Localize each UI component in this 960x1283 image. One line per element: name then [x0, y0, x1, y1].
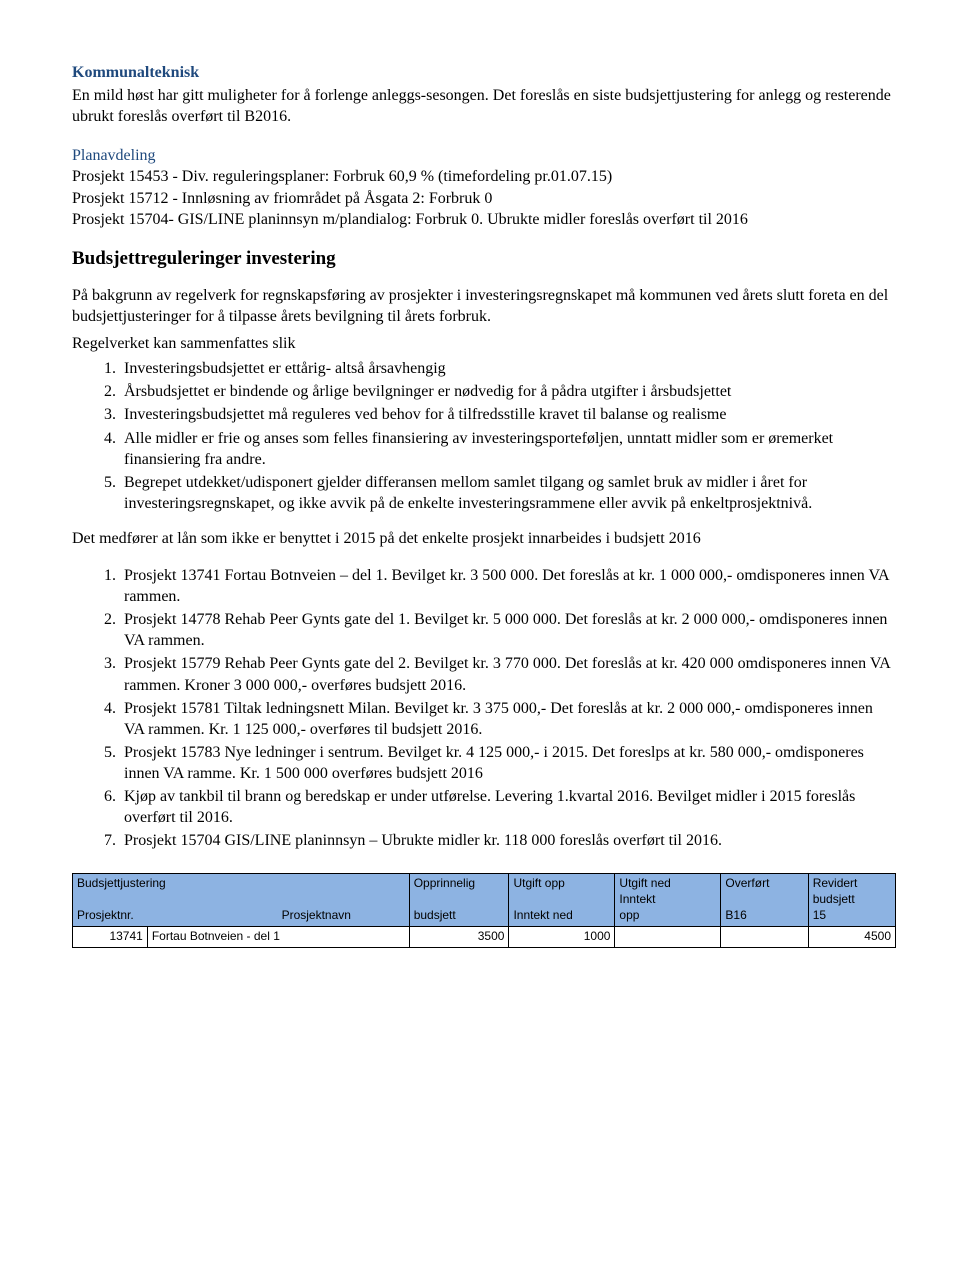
- th-text: budsjett: [414, 908, 456, 922]
- investering-intro: På bakgrunn av regelverk for regnskapsfø…: [72, 285, 896, 327]
- project-item: Prosjekt 15704 GIS/LINE planinnsyn – Ubr…: [120, 830, 896, 851]
- body-kommunalteknisk: En mild høst har gitt muligheter for å f…: [72, 85, 896, 127]
- section-kommunalteknisk: Kommunalteknisk En mild høst har gitt mu…: [72, 62, 896, 127]
- th-budsjettjustering: Budsjettjustering Prosjektnr. Prosjektna…: [73, 874, 410, 926]
- rules-list: Investeringsbudsjettet er ettårig- altså…: [72, 358, 896, 514]
- heading-kommunalteknisk: Kommunalteknisk: [72, 62, 896, 83]
- th-text: Opprinnelig: [414, 876, 475, 890]
- rule-item: Investeringsbudsjettet må reguleres ved …: [120, 404, 896, 425]
- table-row: 13741 Fortau Botnveien - del 1 3500 1000…: [73, 926, 896, 947]
- rule-item: Investeringsbudsjettet er ettårig- altså…: [120, 358, 896, 379]
- th-revidert: Revidert budsjett 15: [808, 874, 895, 926]
- th-text: opp: [619, 908, 639, 922]
- project-item: Prosjekt 15779 Rehab Peer Gynts gate del…: [120, 653, 896, 695]
- th-text: Inntekt ned: [513, 908, 572, 922]
- planavdeling-line-3: Prosjekt 15704- GIS/LINE planinnsyn m/pl…: [72, 209, 896, 230]
- projects-list: Prosjekt 13741 Fortau Botnveien – del 1.…: [72, 565, 896, 851]
- th-utgift-opp: Utgift opp Inntekt ned: [509, 874, 615, 926]
- th-opprinnelig: Opprinnelig budsjett: [409, 874, 509, 926]
- th-text: budsjett: [813, 892, 855, 906]
- th-overfort: Overført B16: [721, 874, 808, 926]
- heading-planavdeling: Planavdeling: [72, 145, 896, 166]
- planavdeling-line-2: Prosjekt 15712 - Innløsning av friområde…: [72, 188, 896, 209]
- rule-item: Årsbudsjettet er bindende og årlige bevi…: [120, 381, 896, 402]
- th-text: 15: [813, 908, 826, 922]
- cell-utgift-ned: [615, 926, 721, 947]
- th-text: Utgift opp: [513, 876, 564, 890]
- rule-item: Alle midler er frie og anses som felles …: [120, 428, 896, 470]
- th-utgift-ned: Utgift ned Inntekt opp: [615, 874, 721, 926]
- th-text: Overført: [725, 876, 769, 890]
- cell-revidert: 4500: [808, 926, 895, 947]
- section-planavdeling: Planavdeling Prosjekt 15453 - Div. regul…: [72, 145, 896, 229]
- regelverk-lead: Regelverket kan sammenfattes slik: [72, 333, 896, 354]
- th-text: Revidert: [813, 876, 858, 890]
- planavdeling-line-1: Prosjekt 15453 - Div. reguleringsplaner:…: [72, 166, 896, 187]
- th-text: Utgift ned: [619, 876, 670, 890]
- rule-item: Begrepet utdekket/udisponert gjelder dif…: [120, 472, 896, 514]
- project-item: Prosjekt 13741 Fortau Botnveien – del 1.…: [120, 565, 896, 607]
- project-item: Prosjekt 14778 Rehab Peer Gynts gate del…: [120, 609, 896, 651]
- project-item: Prosjekt 15781 Tiltak ledningsnett Milan…: [120, 698, 896, 740]
- budget-table: Budsjettjustering Prosjektnr. Prosjektna…: [72, 873, 896, 947]
- project-item: Kjøp av tankbil til brann og beredskap e…: [120, 786, 896, 828]
- th-text: Prosjektnavn: [238, 908, 395, 924]
- th-text: B16: [725, 908, 746, 922]
- budget-table-header: Budsjettjustering Prosjektnr. Prosjektna…: [73, 874, 896, 926]
- th-text: Budsjettjustering: [77, 876, 166, 890]
- cell-opprinnelig: 3500: [409, 926, 509, 947]
- heading-investering: Budsjettreguleringer investering: [72, 246, 896, 271]
- cell-utgift-opp: 1000: [509, 926, 615, 947]
- th-text: Prosjektnr.: [77, 908, 234, 924]
- consequence-text: Det medfører at lån som ikke er benyttet…: [72, 528, 896, 549]
- cell-overfort: [721, 926, 808, 947]
- cell-prosjektnr: 13741: [73, 926, 148, 947]
- cell-prosjektnavn: Fortau Botnveien - del 1: [147, 926, 409, 947]
- th-text: Inntekt: [619, 892, 655, 906]
- project-item: Prosjekt 15783 Nye ledninger i sentrum. …: [120, 742, 896, 784]
